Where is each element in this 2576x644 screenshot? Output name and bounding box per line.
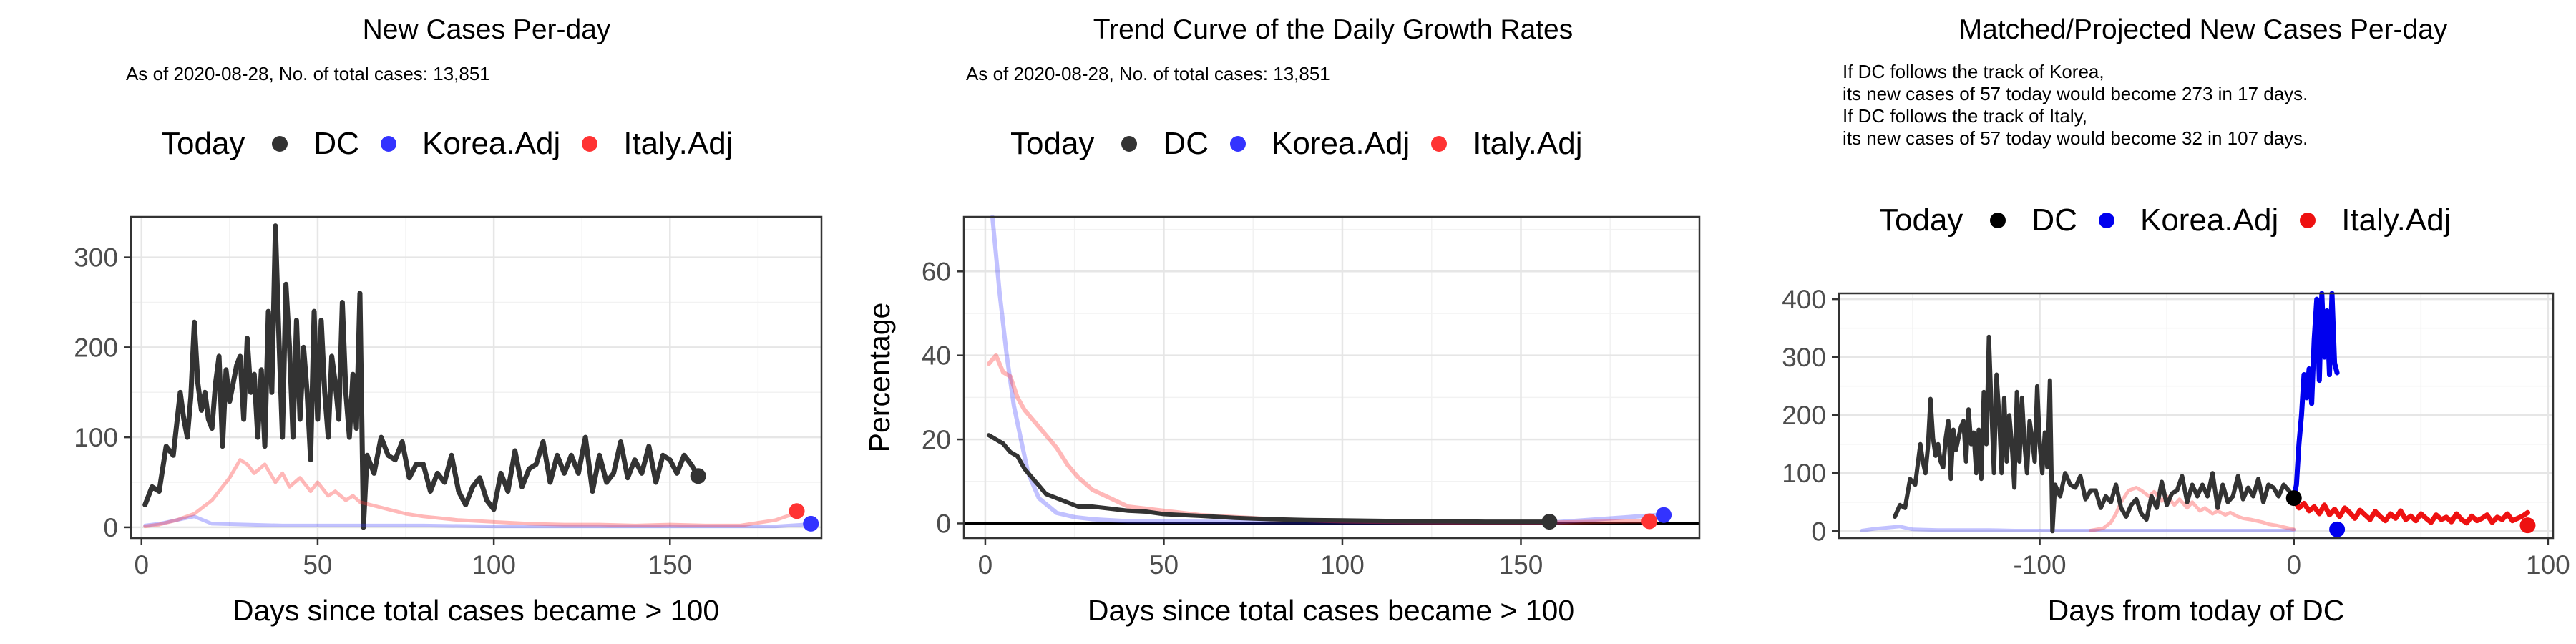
x-tick-label: 50 xyxy=(1149,550,1179,580)
series-line xyxy=(2291,497,2530,526)
legend-label: Italy.Adj xyxy=(1473,126,1583,161)
y-tick-label: 0 xyxy=(1811,517,1826,546)
legend-title: Today xyxy=(1879,203,1963,238)
y-tick-label: 200 xyxy=(1782,401,1826,430)
legend-label: DC xyxy=(313,126,359,161)
x-tick-label: 0 xyxy=(2286,550,2301,580)
today-point xyxy=(803,515,819,532)
x-tick-label: 0 xyxy=(134,550,149,580)
chart-title: New Cases Per-day xyxy=(362,14,611,45)
legend-dot-korea xyxy=(1229,136,1246,152)
legend-item-korea: Korea.Adj xyxy=(1229,126,1410,162)
legend-item-dc: DC xyxy=(272,126,359,162)
today-point xyxy=(690,468,706,484)
x-axis-label: Days since total cases became > 100 xyxy=(233,594,719,627)
note-line: its new cases of 57 today would become 3… xyxy=(1843,127,2308,149)
series-line xyxy=(2089,486,2296,532)
y-tick-label: 0 xyxy=(103,513,118,542)
legend-label: Italy.Adj xyxy=(2341,203,2451,238)
y-tick-label: 60 xyxy=(922,257,951,286)
legend-label: DC xyxy=(2031,203,2077,238)
series-line xyxy=(1893,334,2296,534)
legend: Today DC Korea.Adj Italy.Adj xyxy=(161,126,754,162)
legend-item-italy: Italy.Adj xyxy=(582,126,733,162)
today-point xyxy=(789,503,805,519)
x-axis-label: Days since total cases became > 100 xyxy=(1088,594,1574,627)
note-line: its new cases of 57 today would become 2… xyxy=(1843,83,2308,104)
legend-label: Korea.Adj xyxy=(421,126,561,161)
legend-item-italy: Italy.Adj xyxy=(2300,203,2451,238)
legend-label: DC xyxy=(1163,126,1209,161)
legend-dot-italy xyxy=(2300,213,2316,228)
y-axis-label: Percentage xyxy=(863,303,896,453)
chart-subtitle: As of 2020-08-28, No. of total cases: 13… xyxy=(966,63,1330,84)
legend-item-italy: Italy.Adj xyxy=(1431,126,1582,162)
legend-label: Korea.Adj xyxy=(1271,126,1410,161)
x-tick-label: 0 xyxy=(978,550,993,580)
legend-label: Italy.Adj xyxy=(623,126,733,161)
legend-item-korea: Korea.Adj xyxy=(380,126,561,162)
x-tick-label: 150 xyxy=(1499,550,1543,580)
series-line xyxy=(142,223,701,530)
today-point xyxy=(2519,517,2536,534)
y-tick-label: 40 xyxy=(922,341,951,371)
legend-label: Korea.Adj xyxy=(2140,203,2279,238)
projection-chart: -100 0 100 0 100 200 300 400 Days from today of … xyxy=(1782,285,2570,627)
legend-dot-dc xyxy=(1990,213,2006,228)
series-line xyxy=(2291,291,2340,501)
legend-item-dc: DC xyxy=(1121,126,1209,162)
y-tick-label: 400 xyxy=(1782,285,1826,314)
today-point xyxy=(1656,507,1672,523)
legend-item-dc: DC xyxy=(1990,203,2077,238)
chart-subtitle: As of 2020-08-28, No. of total cases: 13… xyxy=(126,63,490,84)
note-line: If DC follows the track of Italy, xyxy=(1843,105,2087,127)
legend-dot-korea xyxy=(2098,213,2114,228)
x-tick-label: 100 xyxy=(472,550,516,580)
legend: Today DC Korea.Adj Italy.Adj xyxy=(1879,203,2472,238)
y-tick-label: 300 xyxy=(74,243,118,273)
y-tick-label: 100 xyxy=(1782,459,1826,488)
panel-new-cases: New Cases Per-day As of 2020-08-28, No. … xyxy=(0,0,859,644)
y-tick-label: 0 xyxy=(936,509,951,538)
legend: Today DC Korea.Adj Italy.Adj xyxy=(1010,126,1604,162)
today-point xyxy=(1641,513,1658,530)
legend-dot-korea xyxy=(380,136,396,152)
plot-area xyxy=(964,217,1699,538)
legend-title: Today xyxy=(1010,126,1095,161)
today-point xyxy=(2285,490,2302,507)
x-tick-label: 150 xyxy=(648,550,692,580)
chart-title: Matched/Projected New Cases Per-day xyxy=(1958,14,2448,45)
series-line xyxy=(143,514,806,529)
new-cases-chart: 0 50 100 150 0 100 200 300 Days since total case… xyxy=(74,215,823,627)
x-tick-label: 100 xyxy=(1320,550,1365,580)
panel-growth-rates: Trend Curve of the Daily Growth Rates As… xyxy=(859,0,1717,644)
series-line xyxy=(143,458,799,529)
legend-dot-italy xyxy=(1431,136,1448,152)
y-tick-label: 20 xyxy=(922,425,951,454)
today-point xyxy=(2329,521,2346,537)
plot-border xyxy=(962,215,1701,540)
legend-dot-dc xyxy=(1121,136,1138,152)
y-tick-label: 100 xyxy=(74,423,118,452)
series-line xyxy=(986,433,1552,525)
x-tick-label: 50 xyxy=(303,550,332,580)
panel-projection: Matched/Projected New Cases Per-day If D… xyxy=(1717,0,2576,644)
plot-border xyxy=(130,215,823,540)
series-line xyxy=(1860,525,2296,532)
chart-title: Trend Curve of the Daily Growth Rates xyxy=(1093,14,1574,45)
today-point xyxy=(1541,514,1558,530)
x-tick-label: 100 xyxy=(2526,550,2570,580)
note-line: If DC follows the track of Korea, xyxy=(1843,61,2104,82)
legend-title: Today xyxy=(161,126,245,161)
y-tick-label: 300 xyxy=(1782,343,1826,372)
growth-rate-chart: 0 50 100 150 0 20 40 60 Days since total cases b… xyxy=(863,215,1701,627)
x-axis-label: Days from today of DC xyxy=(2048,594,2345,627)
x-tick-label: -100 xyxy=(2014,550,2067,580)
y-tick-label: 200 xyxy=(74,333,118,362)
legend-dot-dc xyxy=(272,136,288,152)
projection-notes: If DC follows the track of Korea, its ne… xyxy=(1843,61,2308,150)
legend-item-korea: Korea.Adj xyxy=(2098,203,2279,238)
legend-dot-italy xyxy=(582,136,598,152)
